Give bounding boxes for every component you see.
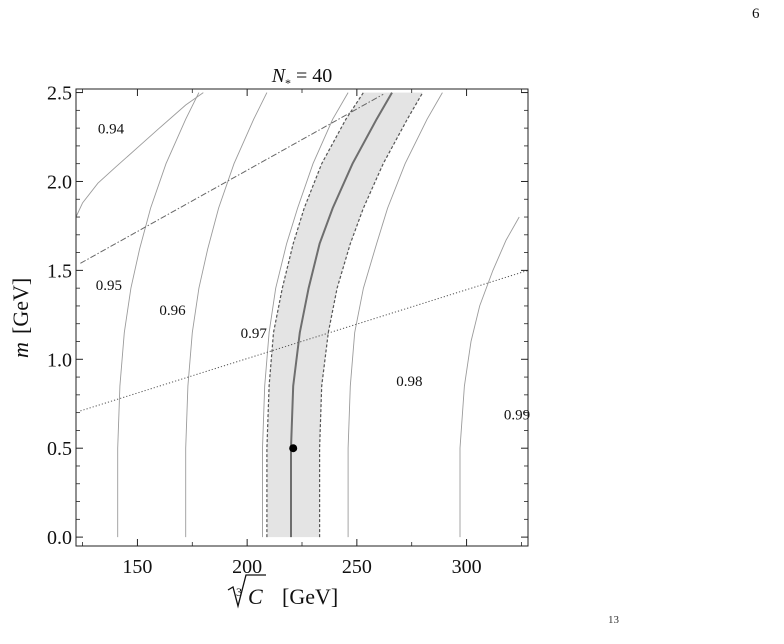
y-tick-label-3: 1.5: [47, 260, 72, 282]
radical-sign-icon: [227, 574, 266, 609]
dotted-line: [80, 269, 528, 412]
contour-label-0.99: 0.99: [504, 408, 530, 424]
contour-label-0.96: 0.96: [159, 303, 186, 319]
x-axis-symbol: C: [248, 584, 263, 609]
dot-dash-line: [80, 93, 384, 264]
contour-line-0.99: [459, 216, 520, 538]
contour-line-0.95: [117, 92, 200, 538]
central-curve: [290, 92, 393, 538]
contour-label-0.98: 0.98: [396, 374, 422, 390]
contour-line-0.96: [185, 92, 268, 538]
y-tick-label-5: 2.5: [47, 83, 72, 105]
contour-label-0.95: 0.95: [96, 278, 122, 294]
footer-mark: 13: [608, 614, 619, 626]
y-tick-label-1: 0.5: [47, 438, 72, 460]
y-tick-label-2: 1.0: [47, 349, 72, 371]
x-tick-label-250: 250: [342, 556, 372, 578]
x-axis-root-index: 3: [236, 585, 242, 599]
page-number: 6: [752, 6, 760, 22]
chart-title: N* = 40: [271, 65, 333, 90]
contour-label-0.94: 0.94: [98, 122, 125, 138]
x-tick-label-150: 150: [122, 556, 152, 578]
y-tick-label-4: 2.0: [47, 171, 72, 193]
benchmark-point: [289, 444, 298, 453]
y-axis-unit: [GeV]: [8, 278, 33, 334]
x-tick-label-200: 200: [232, 556, 262, 578]
contour-label-0.97: 0.97: [241, 326, 268, 342]
uncertainty-band: [266, 92, 423, 538]
x-axis-unit: [GeV]: [282, 584, 338, 609]
band-lower-edge: [266, 92, 364, 538]
y-axis-label: m [GeV]: [8, 278, 33, 358]
contour-line-0.98: [347, 92, 443, 538]
band-upper-edge: [319, 92, 424, 538]
contour-line-0.97: [262, 92, 349, 538]
x-axis-label: 3 C [GeV]: [227, 574, 338, 609]
y-axis-symbol: m: [8, 342, 33, 358]
x-tick-label-300: 300: [452, 556, 482, 578]
y-tick-label-0: 0.0: [47, 527, 72, 549]
contour-line-0.94: [76, 92, 204, 218]
